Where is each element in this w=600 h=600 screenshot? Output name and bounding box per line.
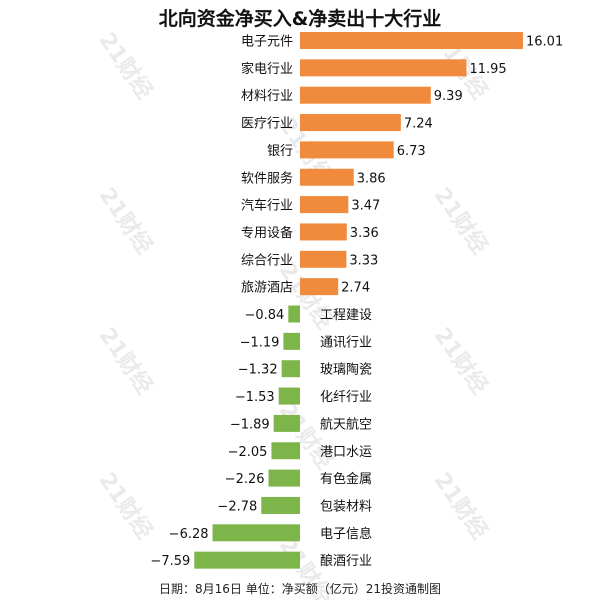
category-label: 航天航空 — [320, 416, 372, 432]
value-label: −2.05 — [228, 445, 268, 460]
bar — [268, 469, 300, 487]
category-label: 有色金属 — [320, 471, 372, 487]
category-label: 港口水运 — [320, 445, 372, 460]
category-label: 通讯行业 — [320, 335, 372, 350]
value-label: −1.19 — [240, 335, 280, 350]
bar — [300, 114, 401, 132]
bar — [300, 278, 339, 296]
value-label: −7.59 — [150, 554, 190, 569]
value-label: 2.74 — [341, 281, 370, 296]
watermark-text: 21财经 — [429, 323, 493, 399]
category-label: 银行 — [267, 144, 293, 159]
category-label: 旅游酒店 — [241, 281, 293, 296]
value-label: 9.39 — [434, 89, 463, 104]
bar — [300, 250, 347, 268]
category-label: 汽车行业 — [241, 198, 293, 214]
value-label: −2.26 — [225, 472, 265, 487]
bar — [300, 141, 394, 159]
category-label: 工程建设 — [320, 308, 372, 323]
value-label: −1.89 — [230, 417, 270, 432]
value-label: −0.84 — [244, 308, 284, 323]
category-label: 家电行业 — [241, 61, 293, 77]
chart-footer: 日期：8月16日 单位：净买额（亿元）21投资通制图 — [159, 582, 441, 596]
bar — [283, 332, 300, 350]
bar — [212, 524, 300, 542]
bar — [281, 360, 300, 378]
value-label: 16.01 — [526, 35, 563, 50]
watermark-text: 21财经 — [429, 468, 493, 544]
bar — [288, 305, 300, 323]
watermark-text: 21财经 — [94, 28, 158, 104]
category-label: 软件服务 — [241, 170, 293, 186]
value-label: −6.28 — [169, 527, 209, 542]
category-label: 包装材料 — [320, 499, 372, 514]
value-label: 11.95 — [469, 62, 506, 77]
category-label: 酿酒行业 — [320, 553, 372, 569]
value-label: −1.53 — [235, 390, 275, 405]
category-label: 专用设备 — [241, 225, 293, 241]
category-label: 电子元件 — [241, 35, 293, 50]
value-label: 3.47 — [351, 199, 380, 214]
watermark-text: 21财经 — [94, 183, 158, 259]
bar — [300, 196, 349, 214]
bar — [300, 86, 431, 104]
watermark-text: 21财经 — [94, 468, 158, 544]
value-label: −1.32 — [238, 363, 278, 378]
watermark-text: 21财经 — [94, 323, 158, 399]
category-label: 综合行业 — [241, 253, 293, 268]
bars-layer: 电子元件 16.01 家电行业 11.95 材料行业 9.39 医疗行业 7.24 银行 6.73… — [150, 32, 563, 569]
bar — [300, 59, 467, 77]
value-label: 6.73 — [397, 144, 426, 159]
category-label: 化纤行业 — [320, 390, 372, 405]
bar — [300, 32, 523, 49]
category-label: 医疗行业 — [241, 117, 293, 132]
category-label: 材料行业 — [241, 89, 293, 104]
value-label: 3.33 — [349, 253, 378, 268]
watermark-text: 21财经 — [274, 398, 338, 474]
bar — [273, 414, 300, 432]
chart-title: 北向资金净买入&净卖出十大行业 — [158, 8, 442, 30]
category-label: 电子信息 — [320, 526, 372, 542]
value-label: 7.24 — [404, 117, 433, 132]
bar — [278, 387, 300, 405]
bar — [194, 551, 300, 569]
value-label: 3.86 — [357, 171, 386, 186]
category-label: 玻璃陶瓷 — [320, 362, 372, 378]
bar — [271, 442, 300, 460]
value-label: 3.36 — [350, 226, 379, 241]
bar — [300, 223, 347, 241]
watermark-text: 21财经 — [429, 183, 493, 259]
value-label: −2.78 — [217, 499, 257, 514]
bar — [261, 496, 300, 514]
bar — [300, 168, 354, 186]
